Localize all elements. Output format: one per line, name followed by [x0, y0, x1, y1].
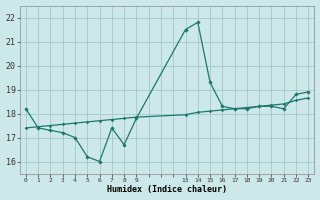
X-axis label: Humidex (Indice chaleur): Humidex (Indice chaleur) — [107, 185, 227, 194]
